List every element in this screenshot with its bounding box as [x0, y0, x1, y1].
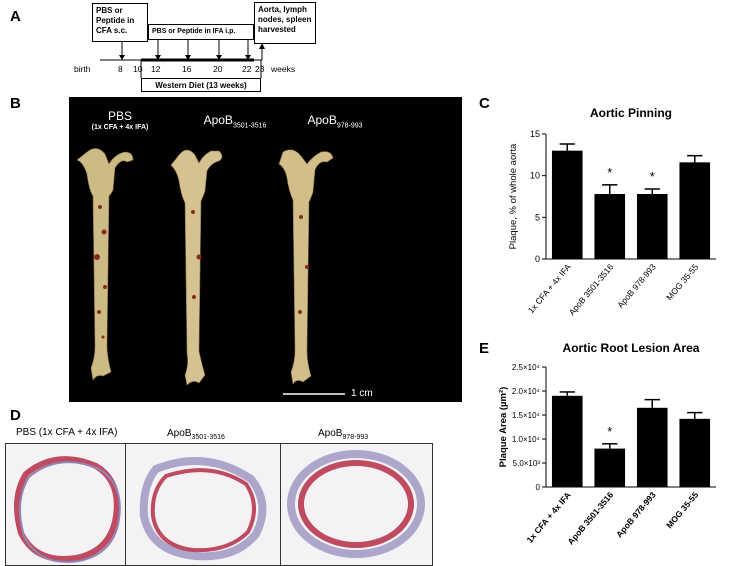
chart-title: Aortic Root Lesion Area — [563, 341, 700, 355]
timeline-axis — [100, 40, 265, 78]
timeline-tick: 23 — [255, 64, 265, 74]
timeline-tick: 22 — [242, 64, 252, 74]
timeline-box-middle: PBS or Peptide in IFA i.p. — [148, 24, 254, 40]
y-tick-label: 15 — [530, 129, 540, 139]
aorta-label-pbs: PBS — [107, 109, 132, 123]
panel-letter-a: A — [10, 8, 21, 25]
y-tick-label: 5.0×10³ — [513, 459, 541, 468]
timeline-tick: 8 — [118, 64, 123, 74]
x-tick-label: ApoB 3501-3516 — [565, 490, 615, 547]
histology-section — [125, 443, 282, 566]
y-tick-label: 1.5×10⁴ — [512, 411, 541, 420]
timeline-birth-label: birth — [74, 64, 91, 74]
timeline-tick: 12 — [151, 64, 161, 74]
bar — [594, 194, 626, 259]
chart-title: Aortic Pinning — [590, 106, 672, 120]
y-tick-label: 1.0×10⁴ — [512, 435, 541, 444]
timeline-tick: 16 — [182, 64, 192, 74]
panel-letter-b: B — [10, 95, 21, 112]
bar — [551, 150, 583, 259]
timeline-box-start: PBS or Peptide in CFA s.c. — [92, 3, 148, 42]
y-tick-label: 10 — [530, 171, 540, 181]
histology-image — [6, 444, 126, 565]
histology-image — [126, 444, 281, 565]
diet-box: Western Diet (13 weeks) — [141, 78, 261, 92]
bar — [594, 448, 626, 487]
histology-image — [281, 444, 432, 565]
bar — [679, 418, 711, 487]
aorta-specimens — [76, 148, 345, 395]
x-tick-label: 1x CFA + 4x IFA — [524, 490, 572, 545]
panel-letter-c: C — [479, 95, 490, 112]
bar — [679, 162, 711, 259]
histology-section — [280, 443, 433, 566]
plaque-spots — [94, 205, 309, 339]
x-tick-label: MOG 35-55 — [664, 262, 700, 303]
significance-marker: * — [650, 169, 655, 184]
histology-title-apob1: ApoB3501-3516 — [167, 428, 225, 441]
x-tick-label: ApoB 978-993 — [615, 262, 658, 310]
panel-letter-d: D — [10, 407, 21, 424]
bar — [551, 395, 583, 487]
aorta-photograph: PBS (1x CFA + 4x IFA) ApoB3501-3516 ApoB… — [69, 97, 462, 402]
y-tick-label: 2.5×10⁴ — [512, 363, 541, 372]
y-axis-label: Plaque, % of whole aorta — [508, 143, 519, 249]
histology-section — [5, 443, 127, 566]
timeline-tick: 10 — [133, 64, 143, 74]
significance-marker: * — [607, 165, 612, 180]
bar — [636, 407, 668, 487]
aorta-specimen — [76, 148, 134, 381]
chart-aortic-pinning: Aortic Pinning 0 5 10 15 Plaque, % of whole a… — [508, 106, 716, 318]
aorta-label-pbs-sub: (1x CFA + 4x IFA) — [91, 124, 149, 131]
x-tick-label: ApoB 978-993 — [614, 490, 658, 540]
aorta-specimen — [170, 149, 223, 386]
y-tick-label: 5 — [535, 212, 540, 222]
timeline-tick: 20 — [213, 64, 223, 74]
y-axis-label: Plaque Area (µm²) — [498, 387, 509, 468]
histology-title-apob2: ApoB978-993 — [318, 428, 369, 441]
histology-title-pbs: PBS (1x CFA + 4x IFA) — [16, 427, 118, 438]
x-tick-label: 1x CFA + 4x IFA — [526, 262, 573, 316]
y-tick-label: 0 — [535, 254, 540, 264]
timeline-box-end: Aorta, lymph nodes, spleen harvested — [254, 2, 316, 44]
significance-marker: * — [607, 424, 612, 439]
x-tick-label: ApoB 3501-3516 — [567, 262, 616, 318]
panel-letter-e: E — [479, 340, 490, 357]
timeline-unit: weeks — [271, 64, 296, 74]
x-tick-label: MOG 35-55 — [664, 490, 700, 531]
chart-aortic-root-lesion: Aortic Root Lesion Area 0 5.0×10³ 1.0×10⁴ 1.… — [498, 341, 716, 547]
aorta-label-apob1: ApoB3501-3516 — [203, 113, 267, 130]
scale-bar-label: 1 cm — [351, 388, 373, 399]
bar — [636, 194, 668, 259]
y-tick-label: 2.0×10⁴ — [512, 387, 541, 396]
aorta-label-apob2: ApoB978-993 — [307, 113, 363, 130]
y-tick-label: 0 — [536, 483, 541, 492]
